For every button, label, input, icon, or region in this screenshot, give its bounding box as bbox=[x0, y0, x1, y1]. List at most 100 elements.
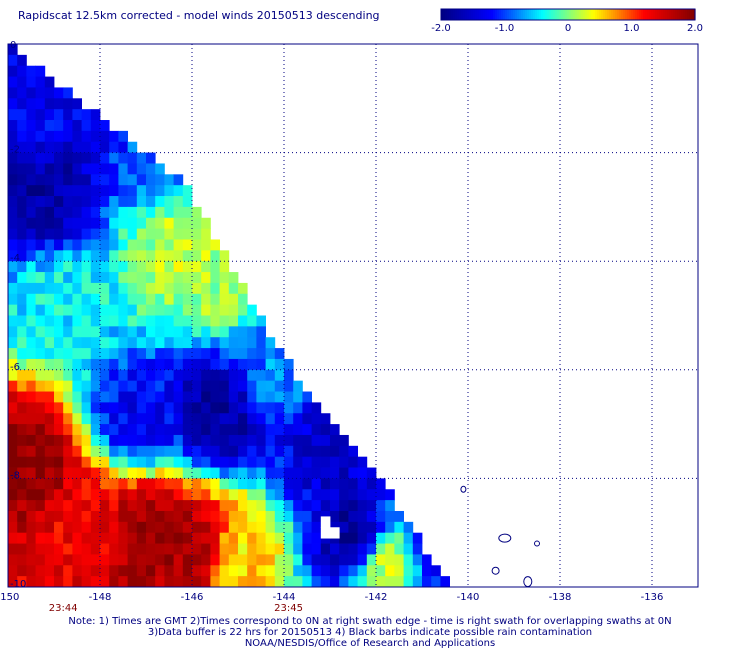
heatmap-cell bbox=[330, 565, 340, 577]
heatmap-cell bbox=[284, 510, 294, 523]
heatmap-cell bbox=[182, 565, 193, 577]
heatmap-cell bbox=[109, 554, 119, 566]
heatmap-cell bbox=[90, 369, 101, 382]
heatmap-cell bbox=[293, 445, 303, 458]
colorbar-swatch bbox=[513, 9, 516, 20]
heatmap-cell bbox=[385, 565, 395, 577]
heatmap-cell bbox=[54, 261, 64, 273]
colorbar-swatch bbox=[679, 9, 682, 20]
heatmap-cell bbox=[8, 120, 18, 132]
heatmap-cell bbox=[109, 402, 119, 414]
heatmap-cell bbox=[118, 250, 128, 262]
heatmap-cell bbox=[228, 315, 239, 327]
heatmap-cell bbox=[192, 293, 202, 306]
heatmap-cell bbox=[35, 163, 46, 175]
heatmap-cell bbox=[228, 543, 239, 555]
heatmap-cell bbox=[201, 391, 211, 403]
heatmap-cell bbox=[127, 489, 138, 501]
heatmap-cell bbox=[109, 304, 119, 316]
heatmap-cell bbox=[17, 445, 27, 458]
heatmap-cell bbox=[90, 424, 101, 436]
heatmap-cell bbox=[81, 337, 92, 349]
heatmap-cell bbox=[81, 239, 92, 251]
heatmap-cell bbox=[90, 315, 101, 327]
colorbar-swatch bbox=[495, 9, 498, 20]
heatmap-cell bbox=[136, 521, 147, 534]
heatmap-cell bbox=[155, 413, 165, 425]
heatmap-cell bbox=[192, 532, 202, 544]
heatmap-cell bbox=[219, 402, 230, 414]
heatmap-cell bbox=[348, 521, 358, 534]
heatmap-cell bbox=[192, 358, 202, 371]
heatmap-cell bbox=[238, 445, 248, 458]
heatmap-cell bbox=[265, 358, 276, 371]
heatmap-cell bbox=[118, 152, 128, 164]
heatmap-cell bbox=[35, 152, 46, 164]
heatmap-cell bbox=[72, 467, 82, 479]
colorbar-swatch bbox=[483, 9, 486, 20]
heatmap-cell bbox=[136, 391, 147, 403]
heatmap-cell bbox=[357, 467, 368, 479]
heatmap-cell bbox=[35, 239, 46, 251]
heatmap-cells bbox=[8, 44, 450, 588]
heatmap-cell bbox=[100, 228, 110, 240]
heatmap-cell bbox=[311, 576, 322, 588]
heatmap-cell bbox=[201, 369, 211, 382]
heatmap-cell bbox=[44, 380, 55, 392]
heatmap-cell bbox=[109, 141, 119, 153]
heatmap-cell bbox=[100, 510, 110, 523]
heatmap-cell bbox=[63, 282, 73, 295]
heatmap-cell bbox=[54, 413, 64, 425]
heatmap-cell bbox=[339, 456, 349, 468]
heatmap-cell bbox=[182, 369, 193, 382]
heatmap-cell bbox=[238, 380, 248, 392]
heatmap-cell bbox=[403, 521, 414, 534]
heatmap-cell bbox=[155, 478, 165, 490]
heatmap-cell bbox=[339, 510, 349, 523]
heatmap-cell bbox=[146, 532, 156, 544]
x-axis-ticks: -150-148-146-144-142-140-138-136 bbox=[0, 592, 663, 603]
heatmap-cell bbox=[35, 185, 46, 197]
heatmap-cell bbox=[173, 272, 184, 284]
heatmap-cell bbox=[81, 196, 92, 208]
heatmap-cell bbox=[146, 380, 156, 392]
heatmap-cell bbox=[192, 467, 202, 479]
heatmap-cell bbox=[118, 293, 128, 306]
heatmap-cell bbox=[100, 576, 110, 588]
colorbar-swatch bbox=[579, 9, 582, 20]
heatmap-cell bbox=[127, 445, 138, 458]
heatmap-cell bbox=[256, 576, 266, 588]
heatmap-cell bbox=[26, 293, 36, 306]
heatmap-cell bbox=[192, 521, 202, 534]
heatmap-cell bbox=[72, 554, 82, 566]
heatmap-cell bbox=[330, 554, 340, 566]
heatmap-cell bbox=[274, 565, 285, 577]
heatmap-cell bbox=[330, 543, 340, 555]
heatmap-cell bbox=[228, 358, 239, 371]
heatmap-cell bbox=[17, 239, 27, 251]
heatmap-cell bbox=[90, 456, 101, 468]
colorbar-swatch bbox=[659, 9, 662, 20]
heatmap-cell bbox=[44, 130, 55, 143]
colorbar-swatch bbox=[545, 9, 548, 20]
heatmap-cell bbox=[118, 282, 128, 295]
colorbar-swatch bbox=[645, 9, 648, 20]
chart-title: Rapidscat 12.5km corrected - model winds… bbox=[18, 9, 380, 22]
heatmap-cell bbox=[339, 445, 349, 458]
heatmap-cell bbox=[81, 434, 92, 447]
y-tick-label: 0 bbox=[10, 40, 16, 51]
colorbar-swatch bbox=[627, 9, 630, 20]
heatmap-cell bbox=[35, 76, 46, 88]
heatmap-cell bbox=[357, 489, 368, 501]
heatmap-cell bbox=[293, 500, 303, 512]
heatmap-cell bbox=[201, 467, 211, 479]
heatmap-cell bbox=[238, 478, 248, 490]
heatmap-cell bbox=[228, 424, 239, 436]
heatmap-cell bbox=[17, 391, 27, 403]
heatmap-cell bbox=[63, 358, 73, 371]
heatmap-cell bbox=[182, 424, 193, 436]
heatmap-cell bbox=[330, 576, 340, 588]
heatmap-cell bbox=[44, 163, 55, 175]
heatmap-cell bbox=[26, 315, 36, 327]
heatmap-cell bbox=[127, 282, 138, 295]
